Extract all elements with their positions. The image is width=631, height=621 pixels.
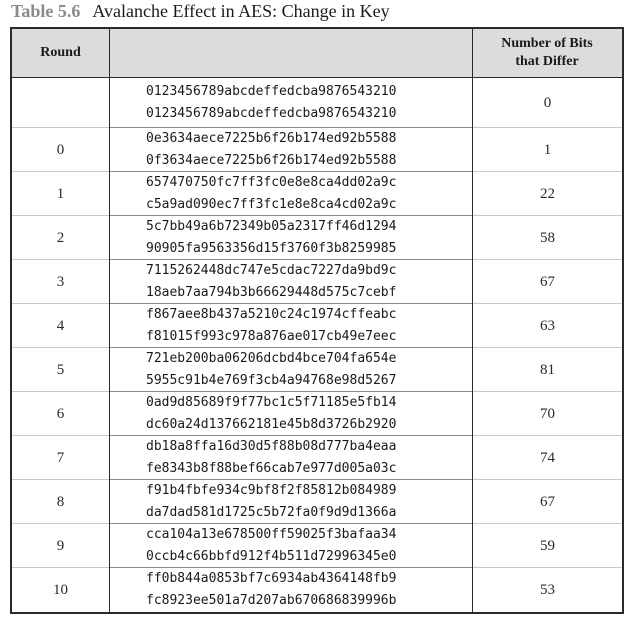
table-body: 0123456789abcdeffedcba9876543210 01234567…	[12, 78, 622, 612]
round-cell: 10	[53, 581, 68, 598]
column-divider-2	[472, 29, 473, 612]
key-modified: fe8343b8f88bef66cab7e977d005a03c	[146, 461, 397, 476]
key-pair-cell: f867aee8b437a5210c24c1974cffeabc f81015f9…	[146, 304, 396, 348]
bits-differ-cell: 74	[540, 449, 555, 466]
key-pair-cell: 0ad9d85689f9f77bc1c5f71185e5fb14 dc60a24d…	[146, 392, 396, 436]
key-original: 7115262448dc747e5cdac7227da9bd9c	[146, 263, 397, 278]
key-original: f867aee8b437a5210c24c1974cffeabc	[146, 307, 397, 322]
key-pair-cell: 7115262448dc747e5cdac7227da9bd9c 18aeb7aa…	[146, 260, 396, 304]
round-cell: 6	[56, 405, 65, 422]
key-pair-cell: 0e3634aece7225b6f26b174ed92b5588 0f3634ae…	[146, 128, 396, 172]
table-row: 4 f867aee8b437a5210c24c1974cffeabc f81015f…	[12, 304, 622, 348]
table-row: 2 5c7bb49a6b72349b05a2317ff46d1294 90905fa…	[12, 216, 622, 260]
bits-differ-cell: 59	[540, 537, 555, 554]
key-modified: c5a9ad090ec7ff3fc1e8e8ca4cd02a9c	[146, 197, 397, 212]
key-original: 5c7bb49a6b72349b05a2317ff46d1294	[146, 219, 397, 234]
bits-differ-cell: 67	[540, 493, 555, 510]
row-separator	[12, 259, 622, 260]
row-separator	[12, 479, 622, 480]
bits-differ-cell: 53	[540, 581, 555, 598]
round-cell: 2	[56, 229, 65, 246]
table-row: 8 f91b4fbfe934c9bf8f2f85812b084989 da7dad5…	[12, 480, 622, 524]
key-modified: da7dad581d1725c5b72fa0f9d9d1366a	[146, 505, 397, 520]
bits-differ-cell: 70	[540, 405, 555, 422]
table-row: 10 ff0b844a0853bf7c6934ab4364148fb9 fc8923…	[12, 568, 622, 612]
key-pair-cell: ff0b844a0853bf7c6934ab4364148fb9 fc8923ee…	[146, 568, 396, 612]
key-original: 0123456789abcdeffedcba9876543210	[146, 84, 397, 99]
bits-differ-cell: 63	[540, 317, 555, 334]
bits-differ-cell: 22	[540, 185, 555, 202]
row-separator	[12, 127, 622, 128]
key-original: cca104a13e678500ff59025f3bafaa34	[146, 527, 397, 542]
key-pair-cell: f91b4fbfe934c9bf8f2f85812b084989 da7dad58…	[146, 480, 396, 524]
header-bits-line1: Number of Bits	[501, 36, 593, 51]
header-bits-differ: Number of Bits that Differ	[472, 29, 622, 77]
key-modified: 0123456789abcdeffedcba9876543210	[146, 106, 397, 121]
row-separator	[12, 391, 622, 392]
row-separator	[12, 171, 622, 172]
key-original: 0e3634aece7225b6f26b174ed92b5588	[146, 131, 397, 146]
bits-differ-cell: 67	[540, 273, 555, 290]
round-cell: 4	[56, 317, 65, 334]
bits-differ-cell: 0	[543, 94, 552, 111]
key-modified: 5955c91b4e769f3cb4a94768e98d5267	[146, 373, 397, 388]
table-row: 5 721eb200ba06206dcbd4bce704fa654e 5955c91…	[12, 348, 622, 392]
key-original: ff0b844a0853bf7c6934ab4364148fb9	[146, 571, 397, 586]
key-modified: 90905fa9563356d15f3760f3b8259985	[146, 241, 397, 256]
table-row: 9 cca104a13e678500ff59025f3bafaa34 0ccb4c6…	[12, 524, 622, 568]
round-cell: 7	[56, 449, 65, 466]
round-cell: 1	[56, 185, 65, 202]
key-modified: 0ccb4c66bbfd912f4b511d72996345e0	[146, 549, 397, 564]
key-original: f91b4fbfe934c9bf8f2f85812b084989	[146, 483, 397, 498]
bits-differ-cell: 1	[543, 141, 552, 158]
table-row: 0123456789abcdeffedcba9876543210 01234567…	[12, 78, 622, 128]
table-row: 6 0ad9d85689f9f77bc1c5f71185e5fb14 dc60a24…	[12, 392, 622, 436]
row-separator	[12, 523, 622, 524]
key-pair-cell: db18a8ffa16d30d5f88b08d777ba4eaa fe8343b8…	[146, 436, 396, 480]
header-round: Round	[40, 45, 81, 60]
key-original: 0ad9d85689f9f77bc1c5f71185e5fb14	[146, 395, 397, 410]
table-row: 7 db18a8ffa16d30d5f88b08d777ba4eaa fe8343b…	[12, 436, 622, 480]
round-cell: 9	[56, 537, 65, 554]
row-separator	[12, 435, 622, 436]
key-pair-cell: 657470750fc7ff3fc0e8e8ca4dd02a9c c5a9ad09…	[146, 172, 396, 216]
header-bits-line2: that Differ	[515, 54, 579, 69]
key-original: 657470750fc7ff3fc0e8e8ca4dd02a9c	[146, 175, 397, 190]
table-header: Round Number of Bits that Differ	[12, 29, 622, 78]
avalanche-table: Round Number of Bits that Differ 0123456…	[10, 27, 624, 614]
table-row: 3 7115262448dc747e5cdac7227da9bd9c 18aeb7a…	[12, 260, 622, 304]
table-row: 0 0e3634aece7225b6f26b174ed92b5588 0f3634a…	[12, 128, 622, 172]
key-pair-cell: 721eb200ba06206dcbd4bce704fa654e 5955c91b…	[146, 348, 396, 392]
table-title: Avalanche Effect in AES: Change in Key	[92, 1, 390, 21]
bits-differ-cell: 58	[540, 229, 555, 246]
column-divider-1	[109, 29, 110, 612]
key-modified: f81015f993c978a876ae017cb49e7eec	[146, 329, 397, 344]
round-cell	[12, 78, 109, 128]
row-separator	[12, 347, 622, 348]
key-pair-cell: 5c7bb49a6b72349b05a2317ff46d1294 90905fa9…	[146, 216, 396, 260]
row-separator	[12, 567, 622, 568]
key-pair-cell: 0123456789abcdeffedcba9876543210 01234567…	[146, 78, 396, 128]
table-caption: Table 5.6 Avalanche Effect in AES: Change…	[11, 0, 390, 22]
table-row: 1 657470750fc7ff3fc0e8e8ca4dd02a9c c5a9ad0…	[12, 172, 622, 216]
row-separator	[12, 215, 622, 216]
key-modified: dc60a24d137662181e45b8d3726b2920	[146, 417, 397, 432]
round-cell: 3	[56, 273, 65, 290]
key-modified: 0f3634aece7225b6f26b174ed92b5588	[146, 153, 397, 168]
bits-differ-cell: 81	[540, 361, 555, 378]
round-cell: 8	[56, 493, 65, 510]
key-modified: 18aeb7aa794b3b66629448d575c7cebf	[146, 285, 397, 300]
key-original: db18a8ffa16d30d5f88b08d777ba4eaa	[146, 439, 397, 454]
row-separator	[12, 303, 622, 304]
key-modified: fc8923ee501a7d207ab670686839996b	[146, 593, 397, 608]
key-pair-cell: cca104a13e678500ff59025f3bafaa34 0ccb4c66…	[146, 524, 396, 568]
round-cell: 0	[56, 141, 65, 158]
key-original: 721eb200ba06206dcbd4bce704fa654e	[146, 351, 397, 366]
table-number: Table 5.6	[11, 1, 81, 21]
round-cell: 5	[56, 361, 65, 378]
